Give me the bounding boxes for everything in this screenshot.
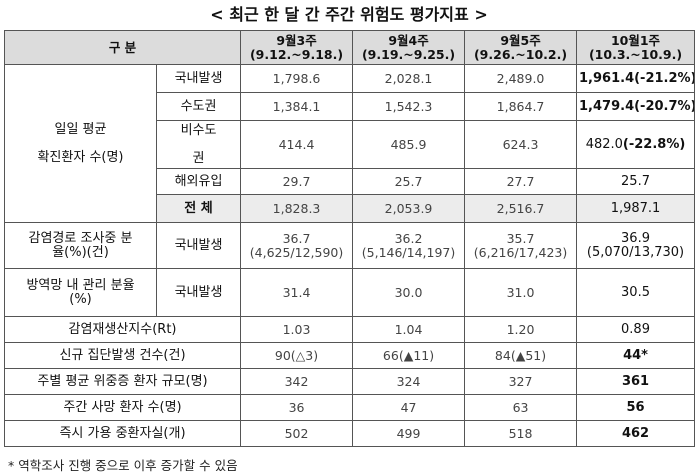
total-w1: 1,828.3 [240,194,354,223]
row-severe: 주별 평균 위중증 환자 규모(명) 342 324 327 361 [3,368,696,395]
noncapital-w4: 482.0(-22.8%) [576,120,696,169]
overseas-label: 해외유입 [155,168,242,195]
severe-label: 주별 평균 위중증 환자 규모(명) [3,368,242,395]
rt-w1: 1.03 [240,316,354,343]
severe-w3: 327 [464,368,578,395]
noncapital-label: 비수도 권 [155,120,242,169]
managed-w1: 31.4 [240,268,354,317]
capital-w1: 1,384.1 [240,92,354,121]
beds-w4: 462 [576,420,696,447]
header-week-2: 9월4주 (9.19.~9.25.) [352,30,466,65]
clusters-w3: 84(▲51) [464,342,578,369]
rt-w2: 1.04 [352,316,466,343]
overseas-w2: 25.7 [352,168,466,195]
domestic-w4: 1,961.4(-21.2%) [576,64,696,93]
clusters-w4: 44* [576,342,696,369]
rt-w4: 0.89 [576,316,696,343]
clusters-label: 신규 집단발생 건수(건) [3,342,242,369]
row-overseas: 해외유입 29.7 25.7 27.7 25.7 [5,168,696,195]
row-beds: 즉시 가용 중환자실(개) 502 499 518 462 [3,420,696,447]
managed-label: 방역망 내 관리 분율 (%) [4,268,157,317]
domestic-label: 국내발생 [155,64,242,93]
header-category: 구 분 [3,30,242,65]
row-clusters: 신규 집단발생 건수(건) 90(△3) 66(▲11) 84(▲51) 44* [3,342,696,369]
header-week-3: 9월5주 (9.26.~10.2.) [464,30,578,65]
daily-average-label: 일일 평균 확진환자 수(명) [4,64,157,223]
overseas-w1: 29.7 [240,168,354,195]
table-title: < 최근 한 달 간 주간 위험도 평가지표 > [210,5,488,24]
deaths-w1: 36 [240,394,354,421]
managed-sub: 국내발생 [155,268,242,317]
rt-label: 감염재생산지수(Rt) [3,316,242,343]
beds-w3: 518 [464,420,578,447]
investigation-w2: 36.2 (5,146/14,197) [352,222,466,269]
header-row: 구 분 9월3주 (9.12.~9.18.) 9월4주 (9.19.~9.25.) … [3,30,696,65]
clusters-w1: 90(△3) [240,342,354,369]
managed-w4: 30.5 [576,268,696,317]
investigation-w3: 35.7 (6,216/17,423) [464,222,578,269]
capital-label: 수도권 [155,92,242,121]
overseas-w3: 27.7 [464,168,578,195]
deaths-label: 주간 사망 환자 수(명) [3,394,242,421]
row-total: 전 체 1,828.3 2,053.9 2,516.7 1,987.1 [5,194,696,223]
investigation-w1: 36.7 (4,625/12,590) [240,222,354,269]
domestic-w2: 2,028.1 [352,64,466,93]
severe-w1: 342 [240,368,354,395]
header-week-4: 10월1주 (10.3.~10.9.) [576,30,696,65]
risk-indicator-table: 구 분 9월3주 (9.12.~9.18.) 9월4주 (9.19.~9.25.) … [3,30,696,447]
rt-w3: 1.20 [464,316,578,343]
row-domestic: 일일 평균 확진환자 수(명) 국내발생 1,798.6 2,028.1 2,48… [4,64,696,223]
managed-w2: 30.0 [352,268,466,317]
severe-w4: 361 [576,368,696,395]
clusters-w2: 66(▲11) [352,342,466,369]
total-w4: 1,987.1 [576,194,696,223]
investigation-w4: 36.9 (5,070/13,730) [576,222,696,269]
noncapital-w3: 624.3 [464,120,578,169]
capital-w2: 1,542.3 [352,92,466,121]
header-week-1: 9월3주 (9.12.~9.18.) [240,30,354,65]
capital-w4: 1,479.4(-20.7%) [576,92,696,121]
beds-label: 즉시 가용 중환자실(개) [3,420,242,447]
noncapital-w1: 414.4 [240,120,354,169]
total-label: 전 체 [155,194,242,223]
row-capital: 수도권 1,384.1 1,542.3 1,864.7 1,479.4(-20.… [5,92,696,121]
total-w3: 2,516.7 [464,194,578,223]
noncapital-w2: 485.9 [352,120,466,169]
overseas-w4: 25.7 [576,168,696,195]
deaths-w2: 47 [352,394,466,421]
deaths-w4: 56 [576,394,696,421]
footnote: * 역학조사 진행 중으로 이후 증가할 수 있음 [8,458,238,473]
domestic-w3: 2,489.0 [464,64,578,93]
row-investigation: 감염경로 조사중 분 율(%)(건) 국내발생 36.7 (4,625/12,590… [4,222,696,269]
total-w2: 2,053.9 [352,194,466,223]
investigation-sub: 국내발생 [155,222,242,269]
severe-w2: 324 [352,368,466,395]
row-managed: 방역망 내 관리 분율 (%) 국내발생 31.4 30.0 31.0 30.5 [4,268,696,317]
beds-w2: 499 [352,420,466,447]
domestic-w1: 1,798.6 [240,64,354,93]
row-deaths: 주간 사망 환자 수(명) 36 47 63 56 [3,394,696,421]
investigation-label: 감염경로 조사중 분 율(%)(건) [4,222,157,269]
managed-w3: 31.0 [464,268,578,317]
row-noncapital: 비수도 권 414.4 485.9 624.3 482.0(-22.8%) [5,120,696,169]
beds-w1: 502 [240,420,354,447]
row-rt: 감염재생산지수(Rt) 1.03 1.04 1.20 0.89 [3,316,696,343]
capital-w3: 1,864.7 [464,92,578,121]
deaths-w3: 63 [464,394,578,421]
